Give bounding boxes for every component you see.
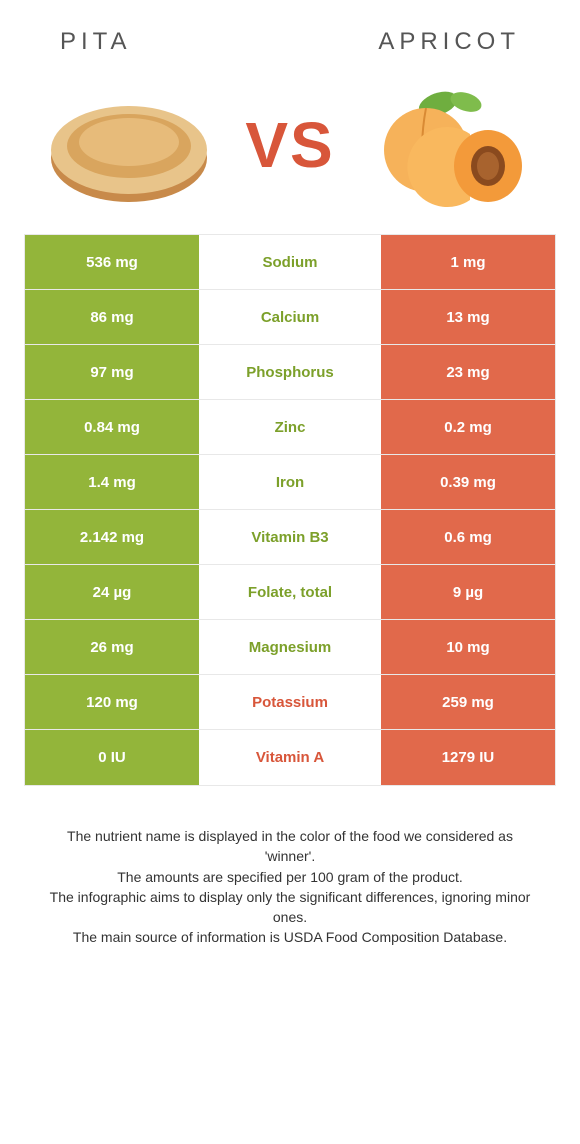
left-food-title: PITA — [60, 28, 132, 56]
nutrient-label: Zinc — [199, 400, 381, 454]
nutrient-row: 24 µgFolate, total9 µg — [25, 565, 555, 620]
nutrient-label: Calcium — [199, 290, 381, 344]
right-value: 1279 IU — [381, 730, 555, 785]
left-value: 120 mg — [25, 675, 199, 729]
left-value: 86 mg — [25, 290, 199, 344]
left-value: 26 mg — [25, 620, 199, 674]
left-value: 0.84 mg — [25, 400, 199, 454]
right-value: 23 mg — [381, 345, 555, 399]
nutrient-row: 26 mgMagnesium10 mg — [25, 620, 555, 675]
hero-row: VS — [0, 62, 580, 234]
footnote-line: The nutrient name is displayed in the co… — [40, 826, 540, 867]
right-value: 1 mg — [381, 235, 555, 289]
nutrient-row: 2.142 mgVitamin B30.6 mg — [25, 510, 555, 565]
right-value: 9 µg — [381, 565, 555, 619]
left-value: 97 mg — [25, 345, 199, 399]
footnote-line: The infographic aims to display only the… — [40, 887, 540, 928]
right-food-title: APRICOT — [378, 28, 520, 56]
footnote-line: The main source of information is USDA F… — [40, 927, 540, 947]
pita-image — [44, 80, 214, 210]
nutrient-label: Potassium — [199, 675, 381, 729]
nutrient-label: Magnesium — [199, 620, 381, 674]
vs-v: V — [245, 109, 290, 181]
vs-s: S — [290, 109, 335, 181]
right-value: 10 mg — [381, 620, 555, 674]
nutrient-row: 97 mgPhosphorus23 mg — [25, 345, 555, 400]
right-value: 259 mg — [381, 675, 555, 729]
left-value: 1.4 mg — [25, 455, 199, 509]
nutrient-label: Phosphorus — [199, 345, 381, 399]
nutrient-row: 536 mgSodium1 mg — [25, 235, 555, 290]
left-value: 0 IU — [25, 730, 199, 785]
nutrient-row: 1.4 mgIron0.39 mg — [25, 455, 555, 510]
nutrient-label: Sodium — [199, 235, 381, 289]
nutrient-row: 0.84 mgZinc0.2 mg — [25, 400, 555, 455]
left-value: 2.142 mg — [25, 510, 199, 564]
nutrient-label: Vitamin A — [199, 730, 381, 785]
right-value: 0.39 mg — [381, 455, 555, 509]
left-value: 24 µg — [25, 565, 199, 619]
nutrient-row: 0 IUVitamin A1279 IU — [25, 730, 555, 785]
right-value: 0.6 mg — [381, 510, 555, 564]
right-value: 13 mg — [381, 290, 555, 344]
nutrients-table: 536 mgSodium1 mg86 mgCalcium13 mg97 mgPh… — [24, 234, 556, 786]
footnotes: The nutrient name is displayed in the co… — [0, 786, 580, 948]
nutrient-label: Folate, total — [199, 565, 381, 619]
header: PITA APRICOT — [0, 0, 580, 62]
vs-label: VS — [245, 108, 334, 182]
nutrient-label: Vitamin B3 — [199, 510, 381, 564]
nutrient-row: 120 mgPotassium259 mg — [25, 675, 555, 730]
apricot-image — [366, 80, 536, 210]
left-value: 536 mg — [25, 235, 199, 289]
footnote-line: The amounts are specified per 100 gram o… — [40, 867, 540, 887]
nutrient-row: 86 mgCalcium13 mg — [25, 290, 555, 345]
right-value: 0.2 mg — [381, 400, 555, 454]
nutrient-label: Iron — [199, 455, 381, 509]
